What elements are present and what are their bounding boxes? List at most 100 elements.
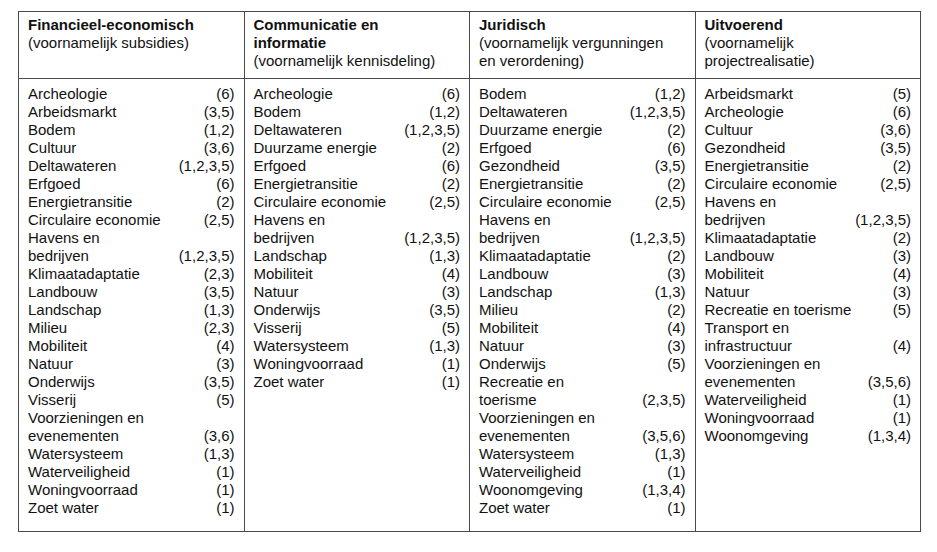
theme-label: Natuur (28, 355, 73, 373)
theme-label: Transport en infrastructuur (705, 319, 793, 355)
theme-codes: (1) (210, 499, 234, 517)
table-row: Archeologie(6) (254, 85, 461, 103)
theme-codes: (3,6) (874, 121, 911, 139)
table-row: Woonomgeving(1,3,4) (705, 427, 912, 445)
table-row: Transport en infrastructuur(4) (705, 319, 912, 355)
table-row: Archeologie (6) (28, 85, 235, 103)
theme-label: Cultuur (28, 139, 76, 157)
table-row: Bodem(1,2) (254, 103, 461, 121)
theme-label: Waterveiligheid (28, 463, 130, 481)
theme-label: Natuur (254, 283, 299, 301)
theme-codes: (2) (210, 193, 234, 211)
theme-codes: (6) (887, 103, 911, 121)
theme-label: Woningvoorraad (254, 355, 364, 373)
table-row: Landbouw (3) (479, 265, 686, 283)
theme-label: Archeologie (28, 85, 107, 103)
theme-label: Circulaire economie (479, 193, 612, 211)
theme-label: Voorzieningen en evenementen (28, 409, 144, 445)
table-row: Landbouw(3) (705, 247, 912, 265)
theme-label: Zoet water (254, 373, 325, 391)
theme-codes: (5) (887, 85, 911, 103)
theme-label: Duurzame energie (479, 121, 602, 139)
table-row: Archeologie (6) (705, 103, 912, 121)
table-row: Erfgoed(6) (479, 139, 686, 157)
theme-label: Landschap (254, 247, 327, 265)
theme-codes: (2,5) (423, 193, 460, 211)
theme-codes: (1,2,3,5) (398, 121, 460, 139)
theme-codes: (4) (887, 265, 911, 283)
theme-codes: (4) (210, 337, 234, 355)
theme-codes: (5) (436, 319, 460, 337)
table-row: Watersysteem(1,3) (254, 337, 461, 355)
table-row: Arbeidsmarkt(3,5) (28, 103, 235, 121)
theme-label: Archeologie (705, 103, 784, 121)
column-body: Bodem(1,2)Deltawateren(1,2,3,5)Duurzame … (470, 79, 695, 531)
table-row: Energietransitie(2) (254, 175, 461, 193)
theme-codes: (2) (887, 229, 911, 247)
theme-label: Voorzieningen en evenementen (705, 355, 821, 391)
theme-label: Recreatie en toerisme (705, 301, 852, 319)
table-row: Onderwijs (3,5) (254, 301, 461, 319)
column-title: Juridisch (479, 16, 686, 34)
table-row: Bodem(1,2) (28, 121, 235, 139)
theme-codes: (3,5) (874, 139, 911, 157)
theme-label: Landbouw (479, 265, 548, 283)
theme-label: Duurzame energie (254, 139, 377, 157)
theme-codes: (3,5) (423, 301, 460, 319)
theme-label: Landschap (479, 283, 552, 301)
table-column-communicatie-en: Communicatie en informatie(voornamelijk … (245, 12, 471, 531)
theme-label: Havens en bedrijven (479, 211, 551, 247)
theme-codes: (3,6) (198, 427, 235, 445)
table-row: Woonomgeving(1,3,4) (479, 481, 686, 499)
theme-codes: (2) (887, 157, 911, 175)
theme-codes: (1,3) (649, 283, 686, 301)
theme-label: Zoet water (28, 499, 99, 517)
table-row: Havens en bedrijven(1,2,3,5) (705, 193, 912, 229)
table-row: Deltawateren(1,2,3,5) (479, 103, 686, 121)
table-row: Mobiliteit(4) (705, 265, 912, 283)
theme-codes: (1,2,3,5) (624, 229, 686, 247)
theme-label: Energietransitie (28, 193, 132, 211)
theme-codes: (3) (661, 265, 685, 283)
table-row: Cultuur(3,6) (28, 139, 235, 157)
theme-label: Zoet water (479, 499, 550, 517)
table-row: Circulaire economie(2,5) (28, 211, 235, 229)
column-header: Uitvoerend(voornamelijk projectrealisati… (696, 12, 921, 79)
theme-label: Klimaatadaptatie (28, 265, 140, 283)
theme-codes: (1,3) (198, 301, 235, 319)
theme-label: Voorzieningen en evenementen (479, 409, 595, 445)
theme-codes: (3) (887, 247, 911, 265)
theme-codes: (1,3) (649, 445, 686, 463)
theme-codes: (3,5) (198, 103, 235, 121)
theme-label: Gezondheid (479, 157, 560, 175)
table-row: Gezondheid(3,5) (479, 157, 686, 175)
column-subtitle: (voornamelijk projectrealisatie) (705, 34, 912, 70)
theme-codes: (1) (661, 463, 685, 481)
theme-codes: (2) (661, 175, 685, 193)
table-row: Milieu(2,3) (28, 319, 235, 337)
table-row: Gezondheid(3,5) (705, 139, 912, 157)
theme-codes: (2,5) (874, 175, 911, 193)
theme-codes: (2,3,5) (636, 391, 685, 409)
table-row: Circulaire economie(2,5) (705, 175, 912, 193)
theme-codes: (6) (210, 175, 234, 193)
table-row: Circulaire economie(2,5) (479, 193, 686, 211)
theme-codes: (2,5) (198, 211, 235, 229)
column-subtitle: (voornamelijk subsidies) (28, 34, 235, 52)
theme-label: Klimaatadaptatie (705, 229, 817, 247)
table-column-financieel-economisch: Financieel-economisch(voornamelijk subsi… (19, 12, 245, 531)
theme-label: Onderwijs (254, 301, 321, 319)
table-row: Woningvoorraad(1) (28, 481, 235, 499)
theme-codes: (6) (661, 139, 685, 157)
theme-codes: (3) (661, 337, 685, 355)
theme-label: Natuur (479, 337, 524, 355)
table-row: Voorzieningen en evenementen (3,6) (28, 409, 235, 445)
table-row: Circulaire economie(2,5) (254, 193, 461, 211)
column-title: Communicatie en informatie (254, 16, 461, 52)
table-row: Woningvoorraad(1) (705, 409, 912, 427)
theme-codes: (1) (661, 499, 685, 517)
table-row: Energietransitie(2) (479, 175, 686, 193)
theme-codes: (6) (210, 85, 234, 103)
table-row: Watersysteem(1,3) (28, 445, 235, 463)
theme-label: Bodem (28, 121, 76, 139)
